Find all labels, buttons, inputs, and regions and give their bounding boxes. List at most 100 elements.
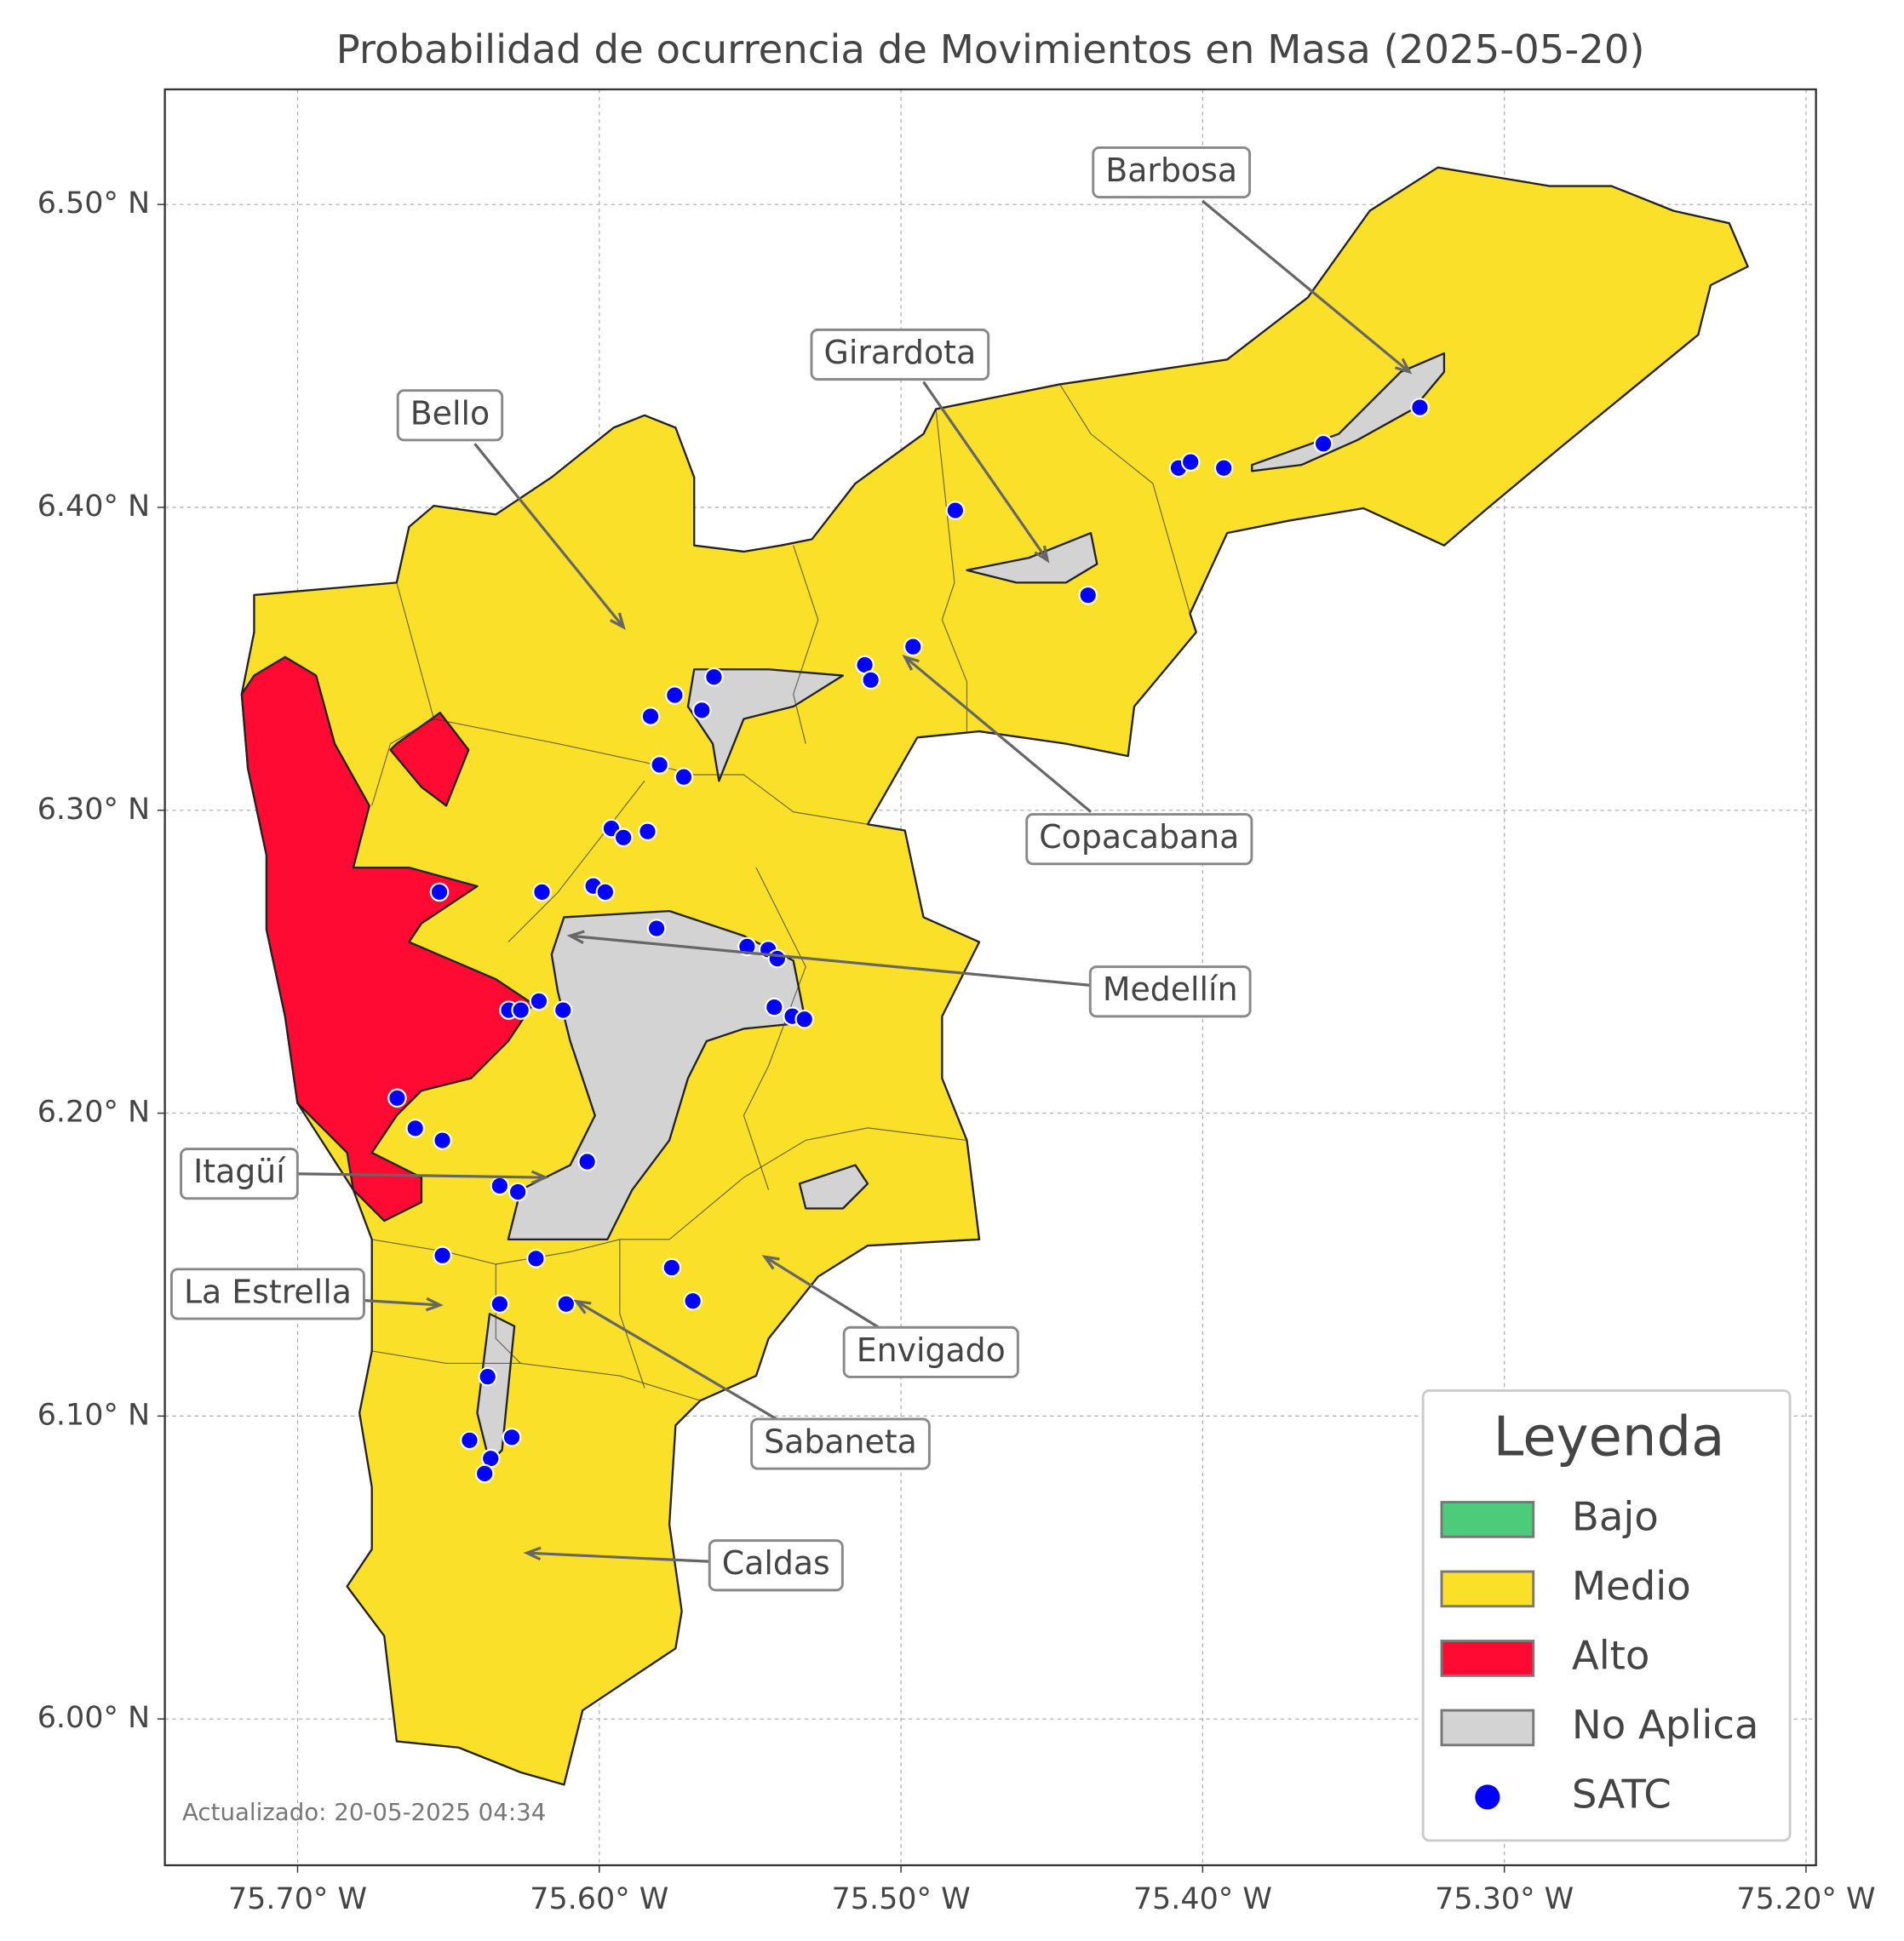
annotation-arrow <box>293 1172 546 1179</box>
annotation-text: Itagüí <box>193 1153 286 1190</box>
annotation-text: Envigado <box>857 1331 1006 1369</box>
annotation-text: Medellín <box>1103 970 1238 1008</box>
annotation: Sabaneta <box>573 1299 931 1470</box>
satc-point <box>1078 585 1098 605</box>
x-tick-label: 75.60° W <box>530 1882 668 1916</box>
satc-point <box>387 1088 407 1108</box>
annotation: Barbosa <box>1092 146 1413 375</box>
annotation-arrow <box>359 1298 440 1307</box>
legend-swatch <box>1440 1640 1535 1677</box>
boundary <box>508 780 645 942</box>
boundary <box>495 1264 521 1364</box>
boundary <box>793 545 819 744</box>
legend-label: Medio <box>1572 1563 1691 1609</box>
y-tick-label: 6.00° N <box>37 1701 150 1735</box>
annotation-box <box>396 389 504 442</box>
satc-point <box>532 882 552 902</box>
satc-point <box>903 637 923 656</box>
satc-point <box>764 997 784 1017</box>
annotation: La Estrella <box>169 1268 444 1320</box>
legend-label: SATC <box>1572 1771 1672 1817</box>
footnote: Actualizado: 20-05-2025 04:34 <box>182 1798 546 1826</box>
medio-region <box>240 166 1749 1786</box>
satc-point <box>405 1119 425 1138</box>
annotation-arrow <box>922 381 1049 562</box>
y-tick-label: 6.10° N <box>37 1398 150 1432</box>
annotation: Caldas <box>523 1539 844 1592</box>
satc-point <box>502 1428 522 1447</box>
annotation-arrow <box>1201 199 1411 374</box>
annotation-arrow <box>570 934 1092 988</box>
y-tick-label: 6.20° N <box>37 1096 150 1130</box>
annotation: Envigado <box>761 1255 1019 1378</box>
annotation-box <box>1092 146 1252 199</box>
satc-point <box>511 1000 530 1020</box>
satc-point <box>529 991 549 1011</box>
satc-point <box>861 670 880 690</box>
annotation-box <box>180 1148 299 1200</box>
annotation-arrow <box>576 1300 782 1423</box>
no-aplica-region <box>686 668 845 782</box>
satc-point <box>460 1430 479 1451</box>
satc-point <box>683 1291 703 1311</box>
arrow-head <box>1394 358 1413 375</box>
annotation-box <box>1088 965 1252 1018</box>
satc-point <box>650 755 669 775</box>
satc-point <box>1410 398 1430 417</box>
satc-point <box>638 822 657 841</box>
satc-point <box>691 701 712 720</box>
boundary <box>743 867 806 1190</box>
alto-region <box>389 712 470 807</box>
plot-frame <box>163 88 1817 1867</box>
annotation: Medellín <box>566 930 1252 1018</box>
x-tick-label: 75.50° W <box>832 1882 971 1916</box>
annotation-box <box>1025 813 1253 866</box>
y-tick-label: 6.30° N <box>37 793 150 827</box>
annotation-box <box>750 1417 931 1470</box>
annotation: Itagüí <box>180 1148 549 1200</box>
satc-point <box>1213 458 1234 478</box>
satc-point <box>794 1010 814 1029</box>
satc-point <box>662 1257 682 1278</box>
satc-point <box>508 1182 528 1202</box>
y-tick-label: 6.50° N <box>37 186 150 220</box>
satc-point <box>553 1000 573 1020</box>
satc-point <box>1180 452 1201 472</box>
arrow-head <box>566 930 585 944</box>
satc-point <box>767 948 788 969</box>
annotation-text: Bello <box>410 394 490 432</box>
satc-point <box>478 1366 497 1387</box>
annotation-text: La Estrella <box>184 1273 352 1310</box>
satc-point <box>433 1245 452 1266</box>
arrow-head <box>610 612 626 630</box>
annotation-text: Girardota <box>824 334 977 371</box>
legend-label: No Aplica <box>1572 1702 1759 1748</box>
boundary <box>371 582 435 806</box>
x-tick-label: 75.70° W <box>228 1882 367 1916</box>
y-tick-label: 6.40° N <box>37 490 150 524</box>
legend-marker <box>1475 1784 1500 1810</box>
annotation: Girardota <box>810 328 1050 564</box>
annotation: Bello <box>396 389 626 630</box>
boundary <box>1059 384 1191 614</box>
arrow-head <box>902 655 920 671</box>
satc-point <box>556 1294 576 1314</box>
annotation-arrow <box>526 1551 714 1563</box>
annotation-arrow <box>764 1255 884 1331</box>
annotation-text: Sabaneta <box>764 1423 917 1461</box>
legend-title: Leyenda <box>1494 1406 1725 1469</box>
satc-point <box>1313 433 1333 454</box>
satc-point <box>646 919 667 938</box>
annotation-box <box>810 328 990 381</box>
x-tick-label: 75.20° W <box>1736 1882 1875 1916</box>
annotation-text: Copacabana <box>1039 818 1239 856</box>
arrow-head <box>523 1546 542 1561</box>
annotation-box <box>842 1325 1019 1378</box>
no-aplica-region <box>1251 352 1446 472</box>
satc-point <box>474 1463 495 1484</box>
alto-region <box>240 656 535 1222</box>
satc-point <box>665 685 685 705</box>
boundary <box>619 1239 645 1388</box>
annotation-box <box>708 1539 844 1592</box>
no-aplica-region <box>798 1164 869 1210</box>
